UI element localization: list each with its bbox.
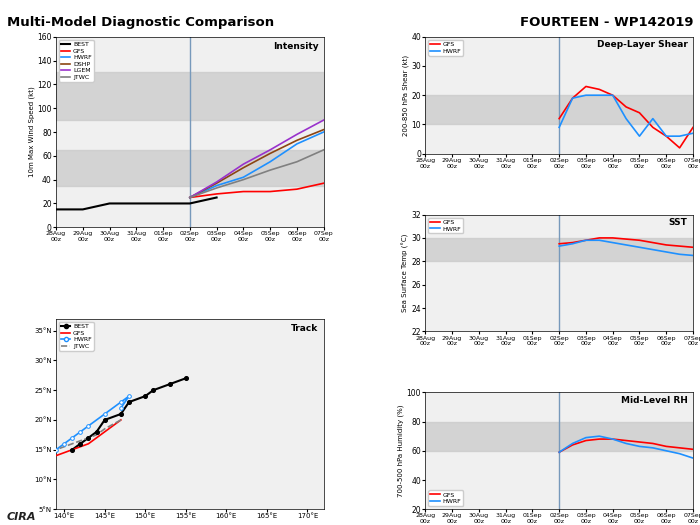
Legend: GFS, HWRF: GFS, HWRF: [428, 218, 463, 234]
Bar: [426, 422, 693, 451]
Text: Intensity: Intensity: [273, 43, 318, 51]
Point: [66, 446, 78, 454]
Y-axis label: Sea Surface Temp (°C): Sea Surface Temp (°C): [401, 234, 409, 312]
Point: [123, 392, 134, 401]
Point: [66, 434, 78, 442]
Bar: [426, 238, 693, 261]
Bar: [56, 150, 323, 186]
Point: [83, 422, 94, 430]
Legend: BEST, GFS, HWRF, JTWC: BEST, GFS, HWRF, JTWC: [59, 322, 94, 351]
Point: [83, 434, 94, 442]
Bar: [426, 95, 693, 124]
Point: [139, 392, 150, 401]
Legend: GFS, HWRF: GFS, HWRF: [428, 40, 463, 56]
Y-axis label: 10m Max Wind Speed (kt): 10m Max Wind Speed (kt): [28, 87, 34, 177]
Point: [164, 380, 175, 388]
Text: CIRA: CIRA: [7, 512, 36, 522]
Text: Deep-Layer Shear: Deep-Layer Shear: [597, 40, 687, 49]
Point: [116, 404, 127, 412]
Legend: BEST, GFS, HWRF, DSHP, LGEM, JTWC: BEST, GFS, HWRF, DSHP, LGEM, JTWC: [59, 40, 94, 82]
Text: Track: Track: [291, 324, 318, 333]
Point: [180, 374, 191, 383]
Text: Multi-Model Diagnostic Comparison: Multi-Model Diagnostic Comparison: [7, 16, 274, 29]
Legend: GFS, HWRF: GFS, HWRF: [428, 490, 463, 506]
Text: SST: SST: [668, 218, 687, 227]
Text: FOURTEEN - WP142019: FOURTEEN - WP142019: [519, 16, 693, 29]
Point: [99, 410, 111, 418]
Y-axis label: 200-850 hPa Shear (kt): 200-850 hPa Shear (kt): [402, 55, 409, 136]
Point: [59, 439, 70, 448]
Point: [123, 398, 134, 406]
Point: [75, 428, 86, 436]
Point: [99, 416, 111, 424]
Point: [50, 446, 62, 454]
Point: [91, 428, 102, 436]
Point: [148, 386, 159, 394]
Text: Mid-Level RH: Mid-Level RH: [621, 396, 687, 405]
Point: [75, 439, 86, 448]
Bar: [56, 72, 323, 120]
Point: [116, 398, 127, 406]
Y-axis label: 700-500 hPa Humidity (%): 700-500 hPa Humidity (%): [398, 405, 404, 497]
Point: [116, 410, 127, 418]
